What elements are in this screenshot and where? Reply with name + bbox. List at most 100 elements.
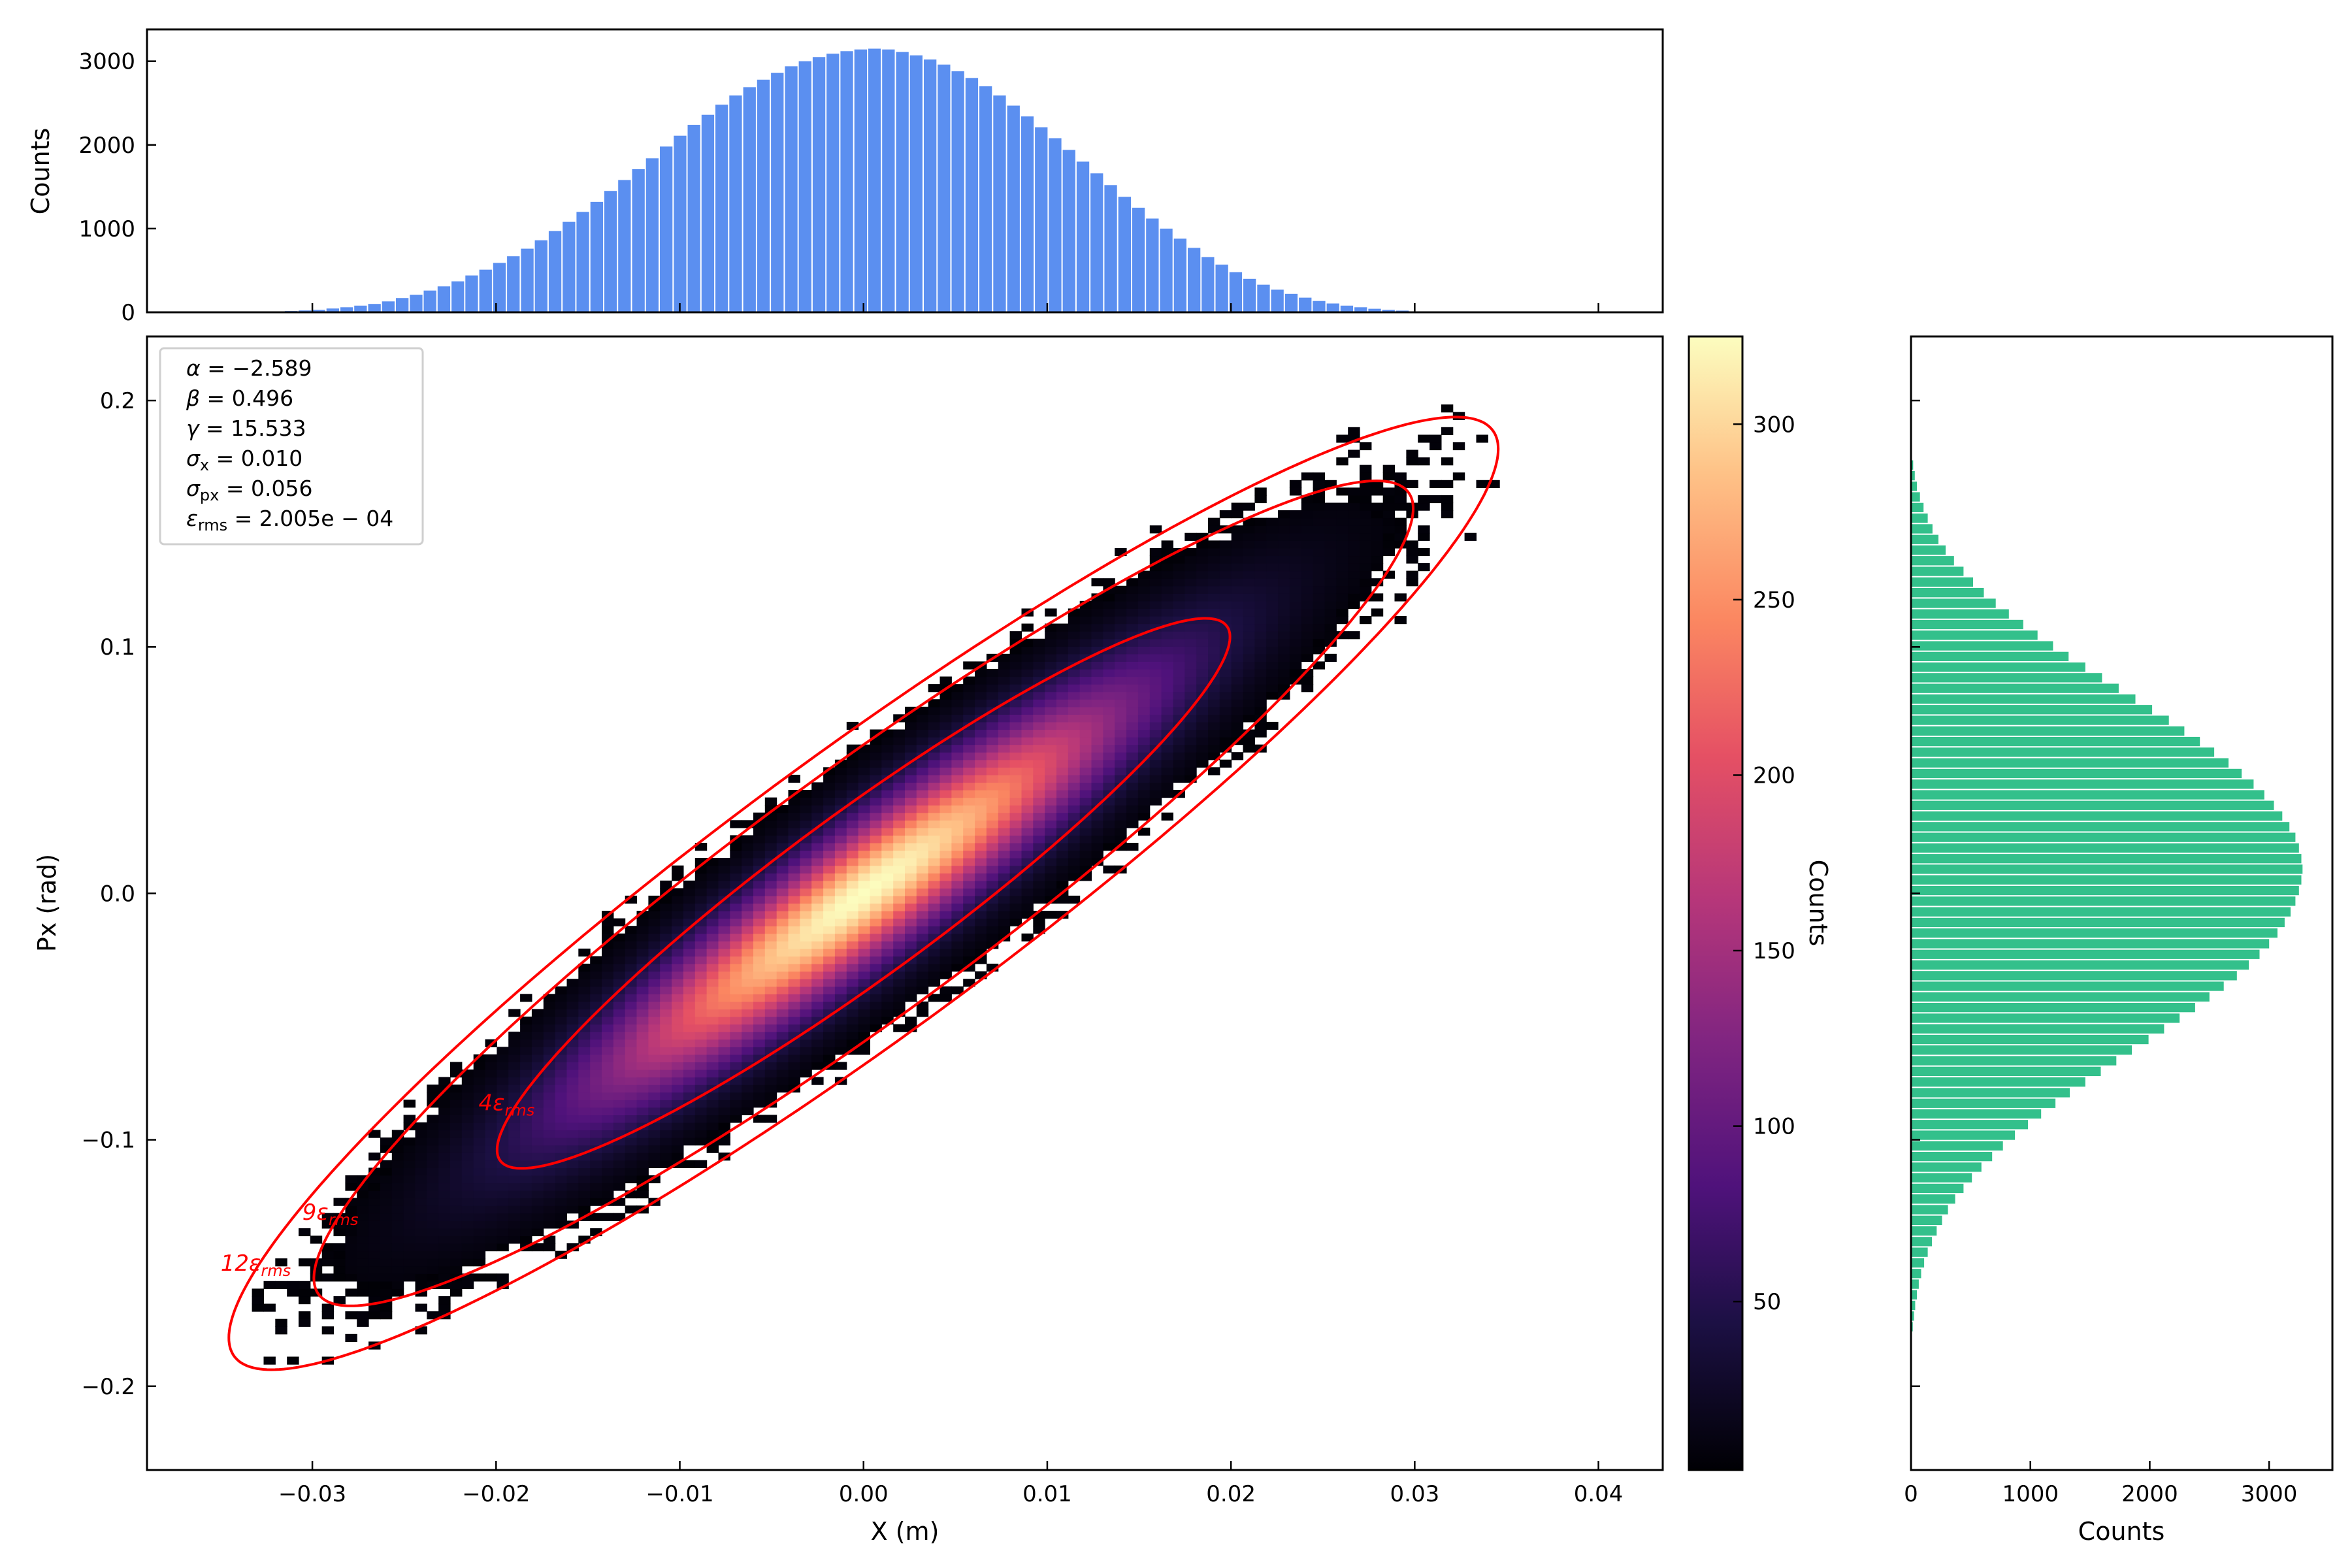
heatmap-cell	[753, 880, 766, 889]
heatmap-cell	[613, 1001, 626, 1010]
heatmap-cell	[1033, 752, 1045, 760]
top-histogram-bar	[757, 79, 770, 313]
heatmap-cell	[1418, 547, 1430, 557]
heatmap-cell	[1324, 540, 1337, 549]
heatmap-cell	[531, 1009, 544, 1017]
heatmap-cell	[788, 1017, 800, 1025]
heatmap-cell	[1266, 638, 1279, 647]
heatmap-cell	[1137, 737, 1151, 745]
heatmap-cell	[636, 1062, 649, 1070]
heatmap-cell	[625, 948, 638, 957]
heatmap-cell	[345, 1250, 357, 1259]
heatmap-cell	[951, 790, 964, 798]
heatmap-cell	[473, 1190, 486, 1199]
heatmap-cell	[660, 1017, 672, 1025]
heatmap-cell	[520, 1070, 532, 1078]
heatmap-cell	[473, 1137, 486, 1146]
heatmap-cell	[870, 858, 882, 866]
heatmap-cell	[672, 994, 684, 1002]
heatmap-cell	[928, 865, 941, 874]
heatmap-cell	[485, 1190, 497, 1199]
heatmap-cell	[345, 1183, 357, 1191]
heatmap-cell	[461, 1213, 474, 1221]
heatmap-cell	[555, 1145, 567, 1153]
heatmap-cell	[1196, 631, 1209, 640]
heatmap-cell	[939, 706, 952, 715]
heatmap-cell	[1021, 699, 1034, 708]
heatmap-cell	[1208, 744, 1220, 753]
heatmap-cell	[1254, 585, 1267, 594]
heatmap-cell	[1068, 873, 1081, 881]
heatmap-cell	[1278, 631, 1290, 640]
heatmap-cell	[683, 1017, 696, 1025]
heatmap-cell	[811, 805, 824, 813]
heatmap-cell	[497, 1062, 509, 1070]
heatmap-cell	[660, 1160, 672, 1168]
heatmap-cell	[1009, 653, 1022, 662]
heatmap-cell	[718, 911, 730, 919]
heatmap-cell	[1161, 767, 1173, 776]
heatmap-cell	[485, 1205, 497, 1214]
heatmap-cell	[730, 1047, 742, 1055]
heatmap-cell	[916, 918, 929, 926]
heatmap-cell	[1091, 600, 1103, 609]
heatmap-cell	[1149, 661, 1162, 670]
heatmap-cell	[625, 986, 638, 994]
heatmap-cell	[823, 1047, 836, 1055]
heatmap-cell	[602, 1054, 614, 1062]
heatmap-cell	[800, 1017, 812, 1025]
heatmap-cell	[893, 820, 906, 828]
heatmap-cell	[333, 1273, 346, 1282]
heatmap-cell	[858, 759, 870, 768]
heatmap-cell	[497, 1145, 509, 1153]
heatmap-cell	[508, 1190, 521, 1199]
top-histogram-bar	[1354, 307, 1367, 312]
heatmap-cell	[1021, 820, 1034, 828]
heatmap-cell	[823, 1024, 836, 1032]
heatmap-cell	[1137, 646, 1151, 655]
heatmap-cell	[648, 941, 661, 949]
heatmap-cell	[1266, 570, 1279, 579]
heatmap-cell	[1126, 600, 1139, 609]
heatmap-cell	[636, 1017, 649, 1025]
heatmap-cell	[928, 721, 941, 730]
heatmap-cell	[485, 1168, 497, 1176]
heatmap-cell	[1115, 608, 1127, 617]
heatmap-cell	[706, 1001, 719, 1010]
heatmap-cell	[788, 948, 800, 957]
heatmap-cell	[916, 714, 929, 723]
heatmap-cell	[928, 873, 941, 881]
heatmap-cell	[788, 911, 800, 919]
heatmap-cell	[590, 1017, 602, 1025]
heatmap-cell	[1313, 638, 1325, 647]
heatmap-cell	[1068, 797, 1081, 806]
heatmap-cell	[706, 1054, 719, 1062]
heatmap-cell	[905, 737, 917, 745]
heatmap-cell	[357, 1311, 369, 1320]
heatmap-cell	[1126, 593, 1139, 602]
heatmap-cell	[485, 1115, 497, 1123]
heatmap-cell	[998, 759, 1011, 768]
heatmap-cell	[881, 956, 894, 964]
heatmap-cell	[1231, 638, 1244, 647]
heatmap-cell	[742, 1085, 754, 1093]
heatmap-cell	[1056, 646, 1069, 655]
heatmap-cell	[823, 1001, 836, 1010]
top-histogram-bar	[618, 180, 631, 312]
heatmap-cell	[1079, 797, 1092, 806]
right-histogram-bar	[1911, 854, 2302, 864]
heatmap-cell	[1476, 434, 1488, 443]
x-tick-label: −0.03	[278, 1481, 346, 1507]
heatmap-cell	[986, 805, 999, 813]
heatmap-cell	[1173, 752, 1185, 760]
heatmap-cell	[543, 1115, 556, 1123]
heatmap-cell	[1149, 646, 1162, 655]
heatmap-cell	[1394, 472, 1407, 481]
heatmap-cell	[1103, 752, 1115, 760]
heatmap-cell	[811, 903, 824, 911]
heatmap-cell	[928, 759, 941, 768]
heatmap-cell	[578, 1137, 591, 1146]
heatmap-cell	[764, 850, 777, 858]
heatmap-cell	[473, 1115, 486, 1123]
heatmap-cell	[905, 767, 917, 776]
